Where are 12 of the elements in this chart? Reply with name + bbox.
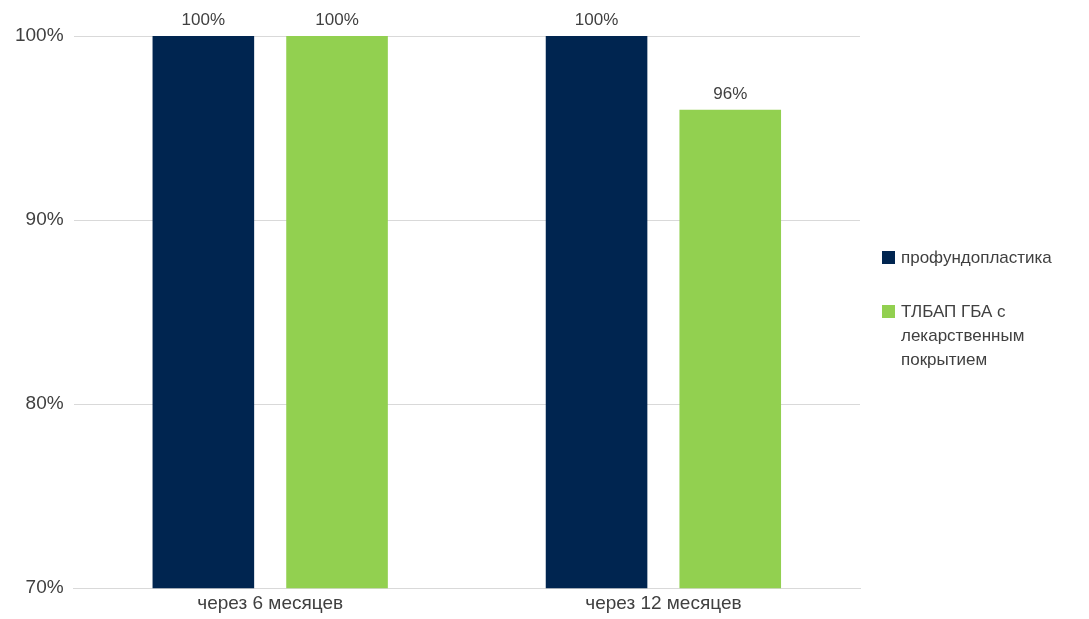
- data-label: 96%: [713, 83, 748, 103]
- legend-label: ТЛБАП ГБА с лекарственным покрытием: [901, 301, 1026, 371]
- y-tick-label: 90%: [25, 208, 64, 230]
- y-tick-label: 70%: [25, 576, 64, 598]
- x-tick-label: через 6 месяцев: [197, 591, 344, 613]
- x-tick-label: через 12 месяцев: [585, 591, 742, 613]
- y-tick-label: 100%: [14, 24, 64, 46]
- data-label: 100%: [315, 10, 359, 30]
- y-tick-label: 80%: [25, 392, 64, 414]
- data-label: 100%: [574, 10, 619, 30]
- legend-label: профундопластика: [901, 247, 1052, 269]
- data-label: 100%: [181, 10, 226, 30]
